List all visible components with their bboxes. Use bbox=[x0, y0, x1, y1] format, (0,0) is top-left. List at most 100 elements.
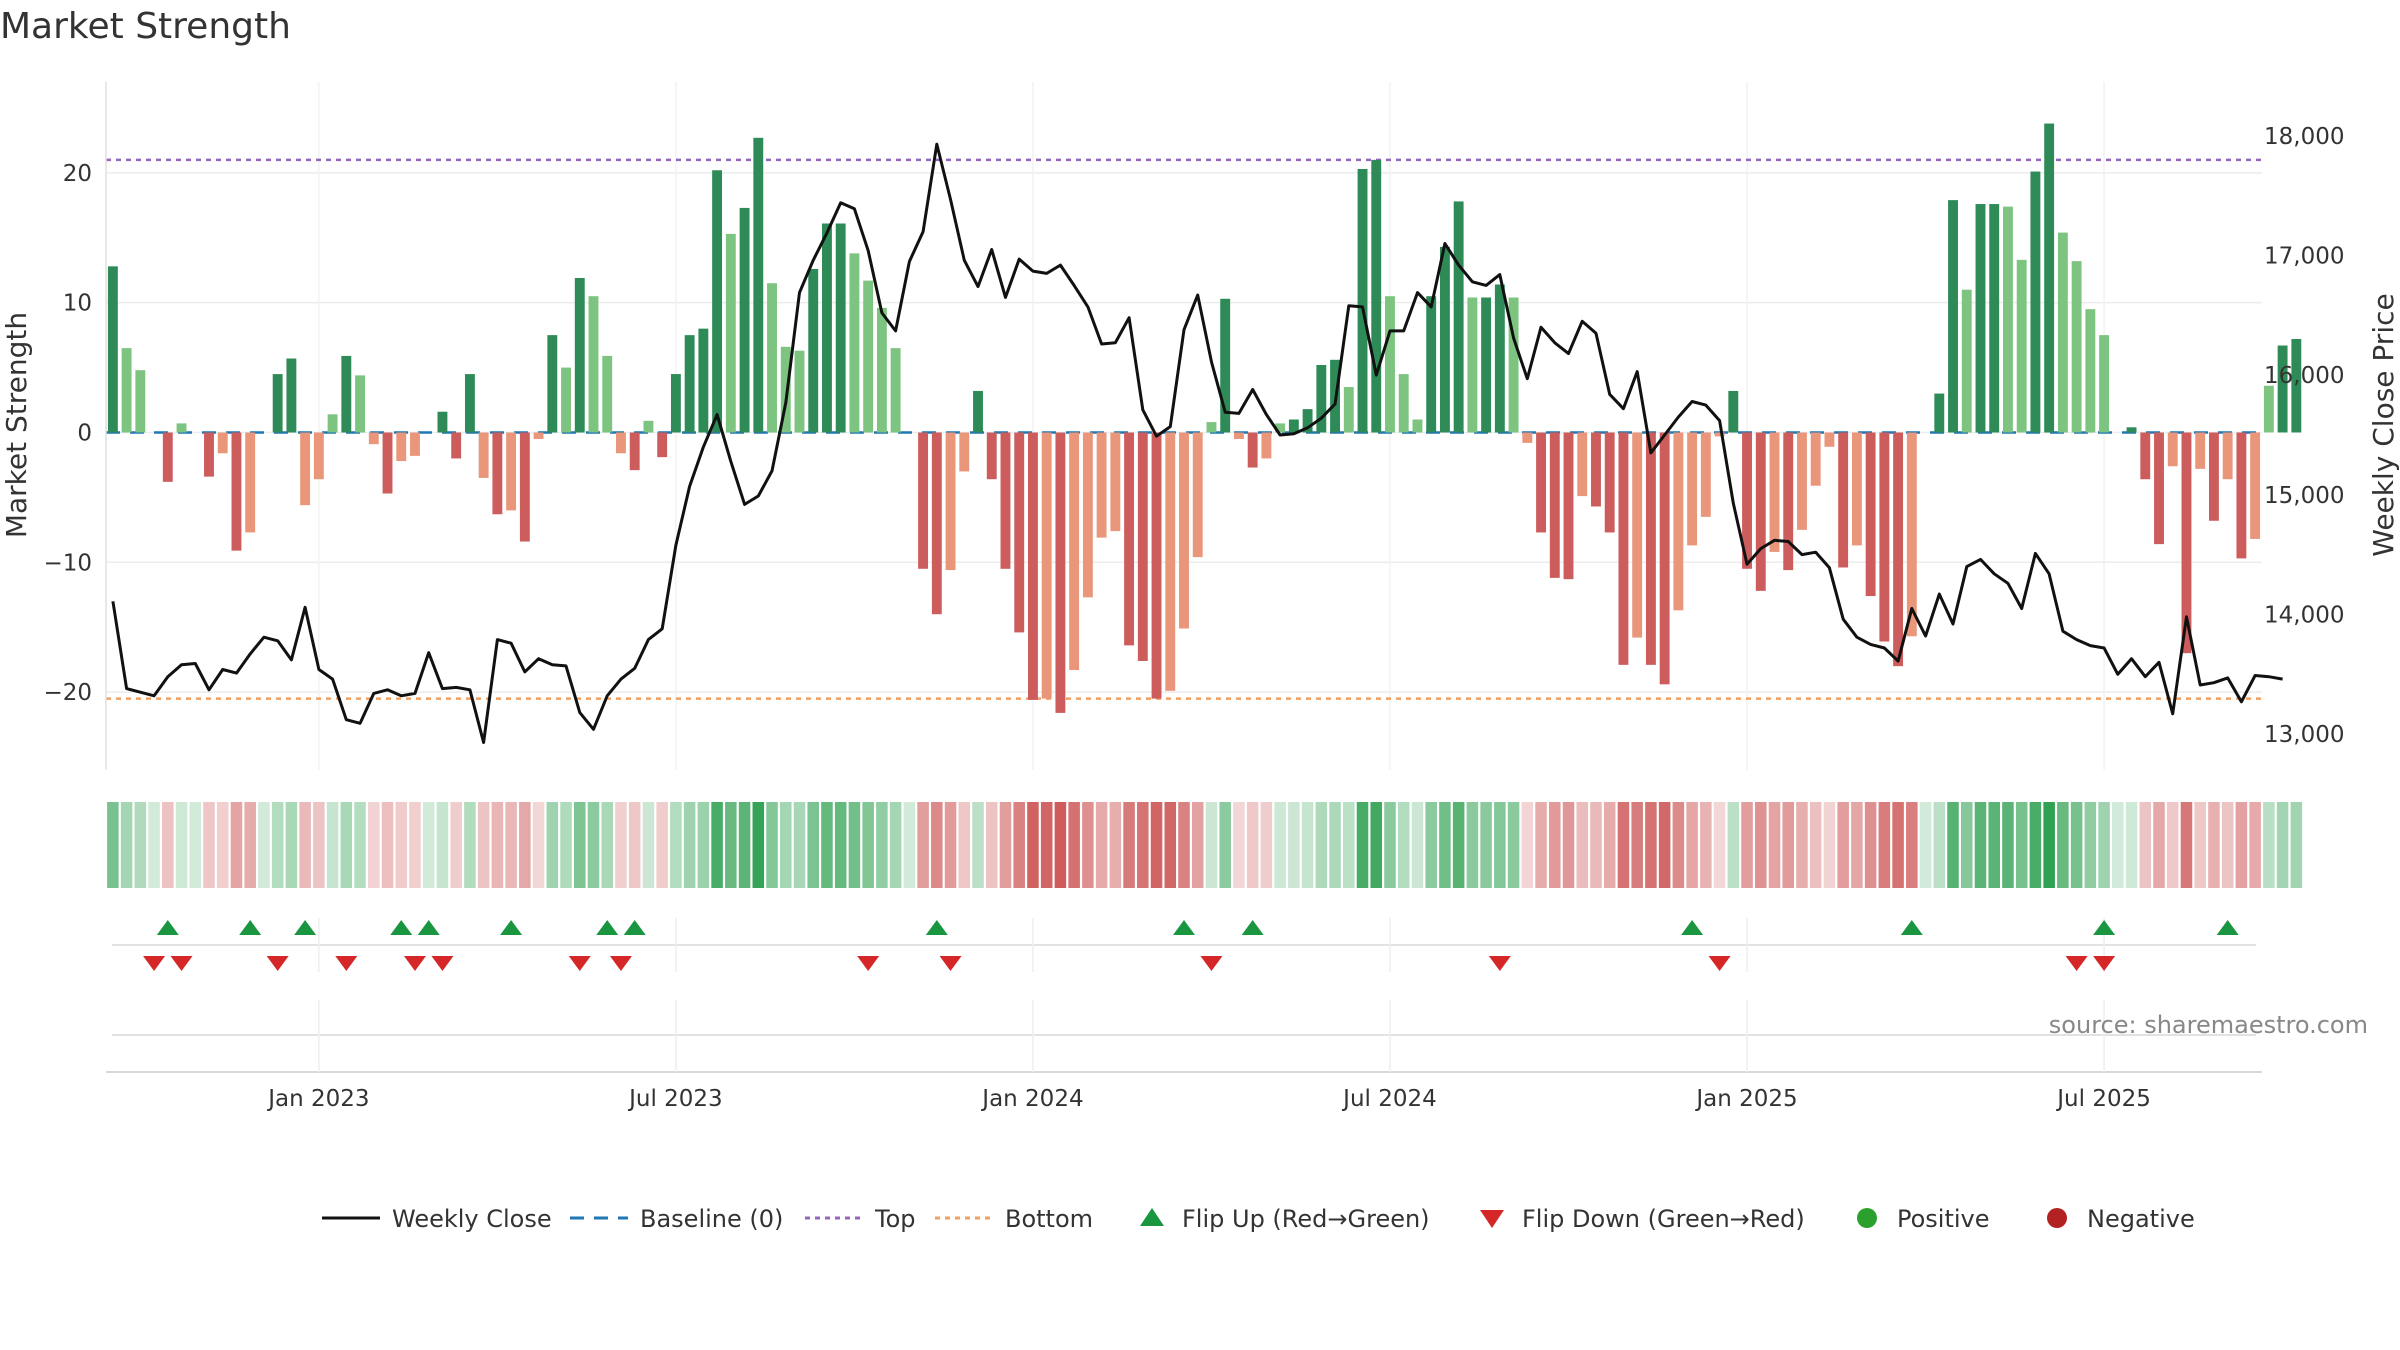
strength-bar bbox=[327, 414, 338, 433]
flip-up-marker bbox=[623, 920, 646, 935]
strength-bar bbox=[1261, 432, 1272, 459]
heat-cell bbox=[917, 802, 929, 888]
heat-cell bbox=[134, 802, 147, 888]
strength-bar bbox=[602, 355, 613, 433]
heat-cell bbox=[903, 802, 916, 888]
strength-bar bbox=[1742, 432, 1752, 569]
strength-bar bbox=[670, 374, 681, 433]
heat-cell bbox=[2208, 802, 2220, 888]
heat-cell bbox=[2029, 802, 2042, 888]
strength-bar bbox=[1220, 298, 1231, 433]
heat-cell bbox=[1040, 802, 1053, 888]
heat-cell bbox=[1809, 802, 1822, 888]
x-tick-label: Jul 2023 bbox=[627, 1086, 723, 1112]
flip-down-marker bbox=[857, 956, 880, 971]
strength-bar bbox=[1439, 246, 1450, 433]
strength-bar bbox=[217, 432, 228, 454]
heat-cell bbox=[1796, 802, 1808, 888]
heat-cell bbox=[821, 802, 833, 888]
strength-bar bbox=[1027, 432, 1038, 700]
strength-bar bbox=[1014, 432, 1025, 633]
flip-down-marker bbox=[2065, 956, 2088, 971]
y-tick-label: −10 bbox=[43, 550, 92, 576]
strength-bar bbox=[712, 170, 723, 433]
strength-bar bbox=[1233, 432, 1244, 439]
flip-up-marker bbox=[2216, 920, 2239, 935]
heat-cell bbox=[779, 802, 792, 888]
price-line-layer bbox=[111, 142, 2283, 744]
heat-cell bbox=[1823, 802, 1836, 888]
strength-bar bbox=[1591, 432, 1601, 507]
heat-cell bbox=[1068, 802, 1080, 888]
heat-cell bbox=[2276, 802, 2289, 888]
y-axis-title: Market Strength bbox=[0, 312, 33, 538]
strength-bar bbox=[1714, 432, 1725, 437]
strength-bar bbox=[2140, 432, 2151, 480]
strength-bar bbox=[396, 432, 407, 462]
strength-bar bbox=[945, 432, 956, 571]
strength-bar bbox=[1577, 432, 1588, 497]
strength-bar bbox=[973, 390, 983, 433]
strength-bar bbox=[135, 370, 146, 433]
heat-cell bbox=[1549, 802, 1561, 888]
heat-cell bbox=[1150, 802, 1163, 888]
strength-bar bbox=[1343, 387, 1354, 433]
heat-cell bbox=[1631, 802, 1643, 888]
strength-bar bbox=[547, 335, 558, 433]
flip-down-marker bbox=[1488, 956, 1511, 971]
heat-cell bbox=[1713, 802, 1726, 888]
strength-bar bbox=[533, 432, 544, 439]
strength-bar bbox=[176, 423, 187, 433]
strength-bar bbox=[1934, 393, 1945, 433]
legend-label: Top bbox=[874, 1205, 916, 1233]
heat-cell bbox=[601, 802, 614, 888]
legend-label: Positive bbox=[1897, 1205, 1990, 1233]
heat-cell bbox=[876, 802, 888, 888]
strength-bar bbox=[464, 374, 475, 433]
strength-bar bbox=[1206, 422, 1217, 433]
flip-down-marker bbox=[431, 956, 454, 971]
strength-bar bbox=[368, 432, 379, 445]
strength-bar bbox=[1522, 432, 1533, 443]
strength-bar bbox=[2099, 335, 2110, 433]
heat-cell bbox=[683, 802, 696, 888]
heat-cell bbox=[422, 802, 435, 888]
heat-cell bbox=[1700, 802, 1712, 888]
heat-cell bbox=[1205, 802, 1218, 888]
heat-cell bbox=[1123, 802, 1135, 888]
strength-bar bbox=[629, 432, 640, 471]
flip-down-marker bbox=[1200, 956, 1223, 971]
heat-cell bbox=[958, 802, 971, 888]
heat-cell bbox=[1288, 802, 1300, 888]
flip-up-marker bbox=[1900, 920, 1923, 935]
flip-down-marker bbox=[609, 956, 632, 971]
strength-bar bbox=[1055, 432, 1066, 713]
flip-up-marker bbox=[1173, 920, 1195, 935]
weekly-close-line bbox=[111, 142, 2283, 744]
flip-down-marker bbox=[939, 956, 962, 971]
heat-cell bbox=[944, 802, 957, 888]
flip-down-marker bbox=[266, 956, 289, 971]
strength-bar bbox=[1069, 432, 1080, 671]
y2-tick-label: 17,000 bbox=[2264, 243, 2344, 269]
strength-bar bbox=[437, 411, 448, 433]
heat-cell bbox=[1960, 802, 1973, 888]
strength-bar bbox=[1604, 432, 1615, 533]
x-tick-label: Jul 2024 bbox=[1341, 1086, 1437, 1112]
heat-cell bbox=[931, 802, 943, 888]
heat-cell bbox=[1741, 802, 1753, 888]
x-tick-label: Jul 2025 bbox=[2055, 1086, 2151, 1112]
heat-cell bbox=[2153, 802, 2165, 888]
legend-label: Weekly Close bbox=[392, 1205, 552, 1233]
strength-bar bbox=[1082, 432, 1093, 598]
heat-cell bbox=[1439, 802, 1451, 888]
heat-cell bbox=[1617, 802, 1630, 888]
flip-down-marker bbox=[403, 956, 426, 971]
heat-cell bbox=[889, 802, 902, 888]
strength-bar bbox=[767, 283, 777, 433]
heat-cell bbox=[230, 802, 243, 888]
strength-bar bbox=[2044, 123, 2055, 433]
heat-cell bbox=[491, 802, 504, 888]
heat-cell bbox=[642, 802, 655, 888]
